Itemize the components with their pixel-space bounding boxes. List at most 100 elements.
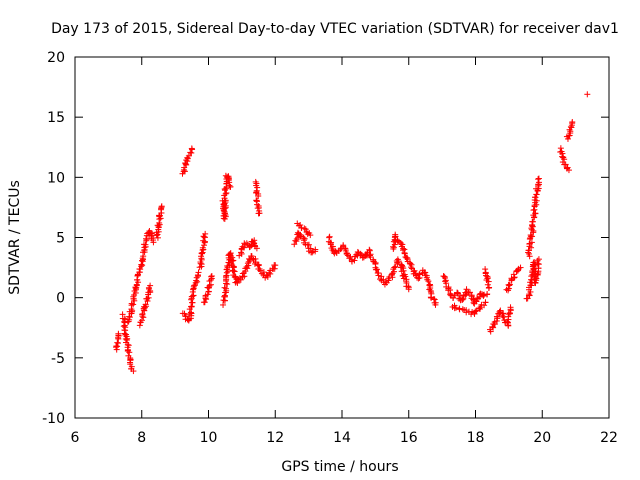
data-point — [377, 276, 384, 283]
data-point — [221, 284, 228, 291]
data-point — [301, 235, 308, 242]
data-point — [227, 183, 234, 190]
data-point — [204, 291, 211, 298]
data-point — [188, 145, 195, 152]
data-point — [485, 278, 492, 285]
data-point — [533, 275, 540, 282]
data-point — [222, 190, 229, 197]
data-point — [399, 247, 406, 254]
data-point — [375, 272, 382, 279]
y-tick-label: 0 — [56, 291, 65, 307]
data-point — [257, 267, 264, 274]
data-point — [301, 225, 308, 232]
data-point — [405, 283, 412, 290]
data-point — [126, 314, 133, 321]
data-point — [140, 314, 147, 321]
data-point — [507, 304, 514, 311]
data-point — [124, 348, 131, 355]
data-point — [188, 149, 195, 156]
data-point — [302, 226, 309, 233]
data-point — [332, 248, 339, 255]
y-tick-label: 10 — [47, 170, 65, 186]
data-point — [291, 241, 298, 248]
y-tick-label: 5 — [56, 231, 65, 247]
x-tick-label: 16 — [400, 430, 418, 446]
y-tick-label: 20 — [47, 50, 65, 66]
data-point — [150, 239, 157, 246]
data-point — [561, 156, 568, 163]
data-point — [312, 246, 319, 253]
data-point — [256, 265, 263, 272]
data-point — [373, 266, 380, 273]
data-point — [142, 241, 149, 248]
data-point — [562, 161, 569, 168]
y-tick-label: 15 — [47, 110, 65, 126]
data-point — [463, 309, 470, 316]
data-point — [533, 197, 540, 204]
data-point — [476, 305, 483, 312]
data-point — [532, 210, 539, 217]
data-point — [528, 239, 535, 246]
data-point — [395, 258, 402, 265]
data-point — [199, 244, 206, 251]
data-point — [297, 222, 304, 229]
data-point — [416, 270, 423, 277]
data-point — [145, 294, 152, 301]
data-point — [405, 286, 412, 293]
data-point — [428, 294, 435, 301]
data-point — [238, 249, 245, 256]
data-point — [557, 145, 564, 152]
data-point — [459, 296, 466, 303]
data-point — [427, 285, 434, 292]
data-point — [147, 282, 154, 289]
data-point — [136, 322, 143, 329]
chart-title: Day 173 of 2015, Sidereal Day-to-day VTE… — [51, 21, 619, 37]
data-point — [408, 264, 415, 271]
data-series-dav1 — [113, 91, 591, 375]
data-point — [244, 265, 251, 272]
y-tick-label: -10 — [42, 411, 65, 427]
data-point — [484, 291, 491, 298]
data-point — [126, 349, 133, 356]
data-point — [565, 167, 572, 174]
data-point — [201, 299, 208, 306]
y-axis: -10 -5 0 5 10 15 20 — [42, 50, 609, 427]
data-point — [230, 257, 237, 264]
data-point — [201, 242, 208, 249]
data-point — [202, 230, 209, 237]
data-point — [231, 268, 238, 275]
y-axis-label: SDTVAR / TECUs — [7, 180, 23, 295]
data-point — [341, 245, 348, 252]
data-point — [493, 313, 500, 320]
x-tick-label: 18 — [467, 430, 485, 446]
data-point — [128, 300, 135, 307]
data-point — [194, 271, 201, 278]
data-point — [432, 301, 439, 308]
data-point — [195, 269, 202, 276]
data-point — [459, 306, 466, 313]
data-point — [531, 202, 538, 209]
data-point — [208, 273, 215, 280]
data-point — [187, 309, 194, 316]
data-point — [525, 247, 532, 254]
data-point — [188, 303, 195, 310]
data-point — [253, 245, 260, 252]
data-point — [382, 278, 389, 285]
data-point — [189, 299, 196, 306]
data-point — [351, 257, 358, 264]
data-point — [143, 235, 150, 242]
data-point — [244, 260, 251, 267]
data-point — [482, 266, 489, 273]
data-point — [511, 274, 518, 281]
data-point — [208, 273, 215, 280]
data-point — [391, 264, 398, 271]
data-point — [504, 319, 511, 326]
data-point — [255, 210, 262, 217]
data-point — [126, 313, 133, 320]
x-axis-label: GPS time / hours — [281, 459, 398, 475]
data-point — [182, 168, 189, 175]
data-point — [224, 281, 231, 288]
data-point — [394, 237, 401, 244]
data-point — [222, 273, 229, 280]
